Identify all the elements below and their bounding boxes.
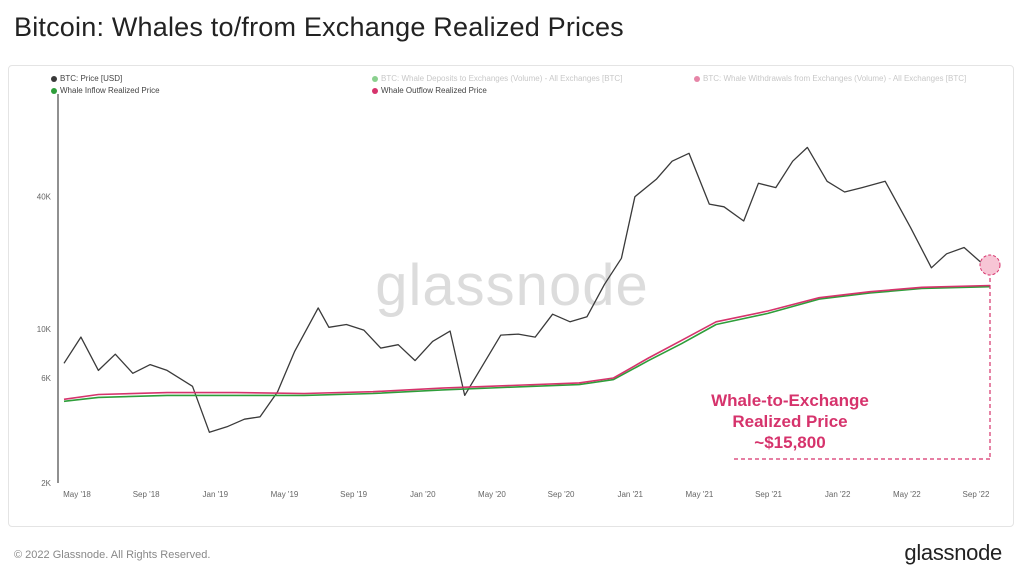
legend-label: BTC: Whale Withdrawals from Exchanges (V… [703, 74, 967, 83]
x-tick-label: May '18 [63, 490, 91, 499]
watermark: glassnode [375, 253, 648, 318]
whale-outflow-realized-line [63, 284, 991, 401]
legend-label: Whale Outflow Realized Price [381, 86, 487, 95]
whale-inflow-realized-line [63, 285, 991, 403]
btc-price-line [63, 146, 991, 433]
x-tick-label: May '20 [478, 490, 506, 499]
x-tick-label: Jan '19 [203, 490, 229, 499]
brand-logo: glassnode [904, 540, 1002, 565]
legend-label: Whale Inflow Realized Price [60, 86, 160, 95]
series-lines [63, 146, 991, 433]
y-tick-label: 6K [41, 374, 51, 383]
x-tick-label: May '22 [893, 490, 921, 499]
legend-label: BTC: Price [USD] [60, 74, 123, 83]
x-tick-label: Jan '21 [617, 490, 643, 499]
annotation-highlight-circle [979, 254, 1001, 276]
legend-swatch [51, 75, 57, 82]
legend-item-outflow-realized[interactable]: Whale Outflow Realized Price [372, 86, 487, 95]
annotation-line-3: ~$15,800 [754, 433, 825, 452]
y-tick-label: 40K [37, 193, 52, 202]
x-tick-label: Jan '20 [410, 490, 436, 499]
legend-swatch [694, 75, 700, 82]
x-tick-label: May '21 [686, 490, 714, 499]
annotation-line-2: Realized Price [732, 412, 847, 431]
annotation-line-1: Whale-to-Exchange [711, 391, 869, 410]
legend-swatch [372, 87, 378, 94]
legend-item-whale-withdrawals[interactable]: BTC: Whale Withdrawals from Exchanges (V… [694, 74, 966, 83]
legend-item-inflow-realized[interactable]: Whale Inflow Realized Price [51, 86, 160, 95]
x-tick-label: Sep '21 [755, 490, 782, 499]
x-tick-label: Jan '22 [825, 490, 851, 499]
axes: 2K 6K 10K 40K May '18 Sep '18 Jan '19 May '19 Se… [37, 94, 990, 499]
y-tick-label: 10K [37, 325, 52, 334]
x-tick-label: Sep '20 [548, 490, 575, 499]
x-tick-label: Sep '19 [340, 490, 367, 499]
x-tick-label: Sep '22 [963, 490, 990, 499]
legend-label: BTC: Whale Deposits to Exchanges (Volume… [381, 74, 623, 83]
y-tick-label: 2K [41, 479, 51, 488]
legend-item-btc-price[interactable]: BTC: Price [USD] [51, 74, 122, 83]
legend-swatch [51, 87, 57, 94]
annotation-group: Whale-to-Exchange Realized Price ~$15,80… [711, 254, 1001, 460]
chart-title: Bitcoin: Whales to/from Exchange Realize… [14, 12, 624, 42]
legend-item-whale-deposits[interactable]: BTC: Whale Deposits to Exchanges (Volume… [372, 74, 622, 83]
copyright-text: © 2022 Glassnode. All Rights Reserved. [14, 549, 211, 561]
x-tick-label: May '19 [271, 490, 299, 499]
legend-swatch [372, 75, 378, 82]
x-tick-label: Sep '18 [133, 490, 160, 499]
